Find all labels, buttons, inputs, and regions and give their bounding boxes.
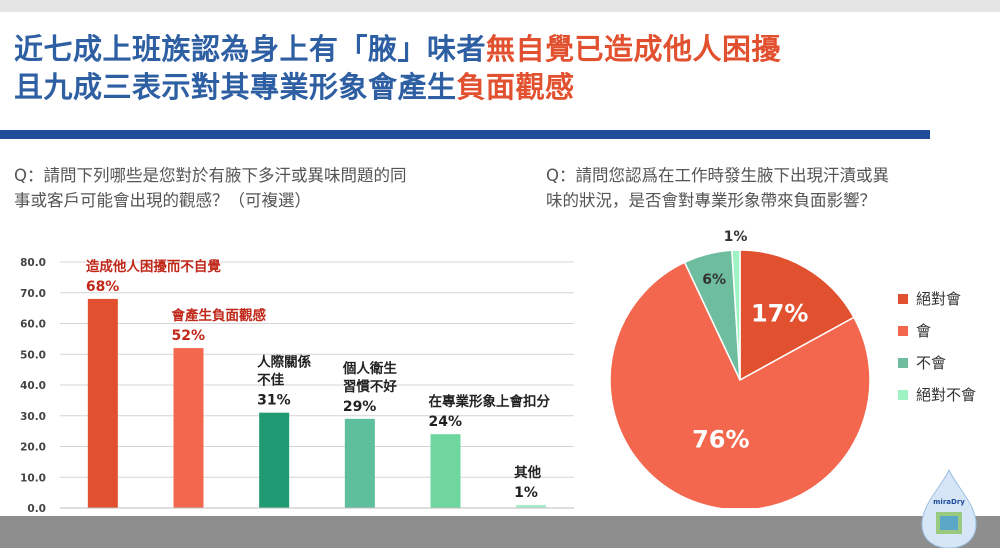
question-left: Q：請問下列哪些是您對於有腋下多汗或異味問題的同 事或客戶可能會出現的觀感？（可… <box>14 163 484 213</box>
title-line-2: 且九成三表示對其專業形象會產生負面觀感 <box>14 68 781 106</box>
bar-value-label-1: 52% <box>172 328 206 344</box>
pie-value-label-3: 1% <box>724 229 748 245</box>
bar-category-label-4-0: 在專業形象上會扣分 <box>429 393 551 410</box>
title-underline-bar <box>0 130 930 139</box>
bar-chart: 0.0 10.0 20.0 30.0 40.0 50.0 60.0 70.0 80.0 造成他人困… <box>20 257 574 515</box>
bar-y-tick-6: 60.0 <box>20 319 46 331</box>
slide-title: 近七成上班族認為身上有「腋」味者無自覺已造成他人困擾 且九成三表示對其專業形象會… <box>14 30 781 106</box>
pie-legend-swatch-2 <box>898 358 908 368</box>
bar-value-label-3: 29% <box>343 399 377 415</box>
pie-legend-label-2: 不會 <box>916 354 946 372</box>
bar-3 <box>344 418 375 508</box>
pie-legend-label-3: 絕對不會 <box>916 386 976 404</box>
bar-value-label-4: 24% <box>429 414 463 430</box>
bar-category-label-3-0: 個人衛生 <box>342 360 397 377</box>
title-line-1-blue: 近七成上班族認為身上有「腋」味者 <box>14 32 487 66</box>
pie-legend-label-0: 絕對會 <box>916 290 961 308</box>
title-line-1-red: 無自覺已造成他人困擾 <box>486 32 782 66</box>
pie-legend-swatch-1 <box>898 326 908 336</box>
question-right: Q：請問您認爲在工作時發生腋下出現汗漬或異 味的狀況，是否會對專業形象帶來負面影… <box>546 163 966 213</box>
title-line-2-red: 負面觀感 <box>456 70 575 104</box>
pie-value-label-2: 6% <box>702 272 726 288</box>
bar-0 <box>87 298 118 508</box>
question-left-line-1: Q：請問下列哪些是您對於有腋下多汗或異味問題的同 <box>14 166 407 185</box>
bar-category-label-1-0: 會產生負面觀感 <box>171 307 267 324</box>
question-right-line-2: 味的狀況，是否會對專業形象帶來負面影響？ <box>546 191 876 210</box>
bar-y-tick-0: 0.0 <box>27 503 46 515</box>
bar-category-label-2-0: 人際關係 <box>257 354 311 371</box>
bar-y-tick-5: 50.0 <box>20 349 46 361</box>
brand-logo: miraDry <box>921 468 977 548</box>
bar-2 <box>259 412 290 508</box>
bar-y-tick-1: 10.0 <box>20 472 46 484</box>
bar-y-tick-2: 20.0 <box>20 442 46 454</box>
bar-category-label-0-0: 造成他人困擾而不自覺 <box>86 258 221 275</box>
top-strip <box>0 0 1000 12</box>
pie-legend-swatch-3 <box>898 390 908 400</box>
pie-value-label-1: 76% <box>692 425 749 453</box>
pie-legend-label-1: 會 <box>916 322 931 340</box>
pie-legend-swatch-0 <box>898 294 908 304</box>
bar-y-tick-4: 40.0 <box>20 380 46 392</box>
bar-1 <box>173 348 204 508</box>
bar-5 <box>516 504 547 508</box>
question-right-line-1: Q：請問您認爲在工作時發生腋下出現汗漬或異 <box>546 166 889 185</box>
brand-logo-text: miraDry <box>933 498 965 506</box>
bar-value-label-0: 68% <box>86 279 120 295</box>
title-line-2-blue: 且九成三表示對其專業形象會產生 <box>14 70 457 104</box>
title-line-1: 近七成上班族認為身上有「腋」味者無自覺已造成他人困擾 <box>14 30 781 68</box>
bar-category-label-5-0: 其他 <box>514 464 542 481</box>
pie-slice-3 <box>731 249 741 381</box>
bar-y-tick-3: 30.0 <box>20 411 46 423</box>
bar-category-label-3-1: 習慣不好 <box>343 378 397 395</box>
pie-slice-1 <box>609 261 871 508</box>
question-left-line-2: 事或客戶可能會出現的觀感？（可複選） <box>14 191 311 210</box>
pie-slice-0 <box>739 249 855 382</box>
bar-category-label-2-1: 不佳 <box>257 372 284 389</box>
bar-value-label-2: 31% <box>257 393 291 409</box>
bar-y-tick-8: 80.0 <box>20 257 46 269</box>
bottom-strip <box>0 516 1000 548</box>
bar-4 <box>430 434 461 508</box>
pie-value-label-0: 17% <box>751 299 808 327</box>
bar-y-tick-7: 70.0 <box>20 288 46 300</box>
bar-value-label-5: 1% <box>514 485 538 501</box>
